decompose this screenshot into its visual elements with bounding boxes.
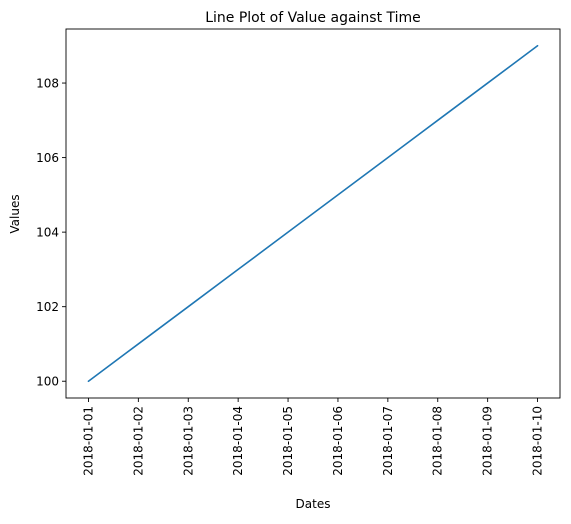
- chart-title: Line Plot of Value against Time: [205, 10, 421, 26]
- y-tick-label: 108: [36, 77, 59, 91]
- y-tick-label: 104: [36, 226, 59, 240]
- x-tick-label: 2018-01-04: [231, 406, 245, 476]
- x-tick-label: 2018-01-07: [381, 406, 395, 476]
- x-tick-label: 2018-01-09: [481, 406, 495, 476]
- x-axis-label: Dates: [296, 497, 331, 511]
- y-tick-label: 106: [36, 151, 59, 165]
- x-tick-label: 2018-01-08: [431, 406, 445, 476]
- y-axis-ticks: 100 102 104 106 108: [36, 77, 66, 389]
- x-axis-ticks: 2018-01-01 2018-01-02 2018-01-03 2018-01-04…: [81, 398, 544, 476]
- x-tick-label: 2018-01-02: [131, 406, 145, 476]
- x-tick-label: 2018-01-10: [531, 406, 545, 476]
- series-line: [88, 46, 537, 381]
- x-tick-label: 2018-01-05: [281, 406, 295, 476]
- y-tick-label: 102: [36, 300, 59, 314]
- x-tick-label: 2018-01-01: [81, 406, 95, 476]
- y-axis-label: Values: [8, 194, 22, 233]
- x-tick-label: 2018-01-06: [331, 406, 345, 476]
- x-tick-label: 2018-01-03: [181, 406, 195, 476]
- y-tick-label: 100: [36, 375, 59, 389]
